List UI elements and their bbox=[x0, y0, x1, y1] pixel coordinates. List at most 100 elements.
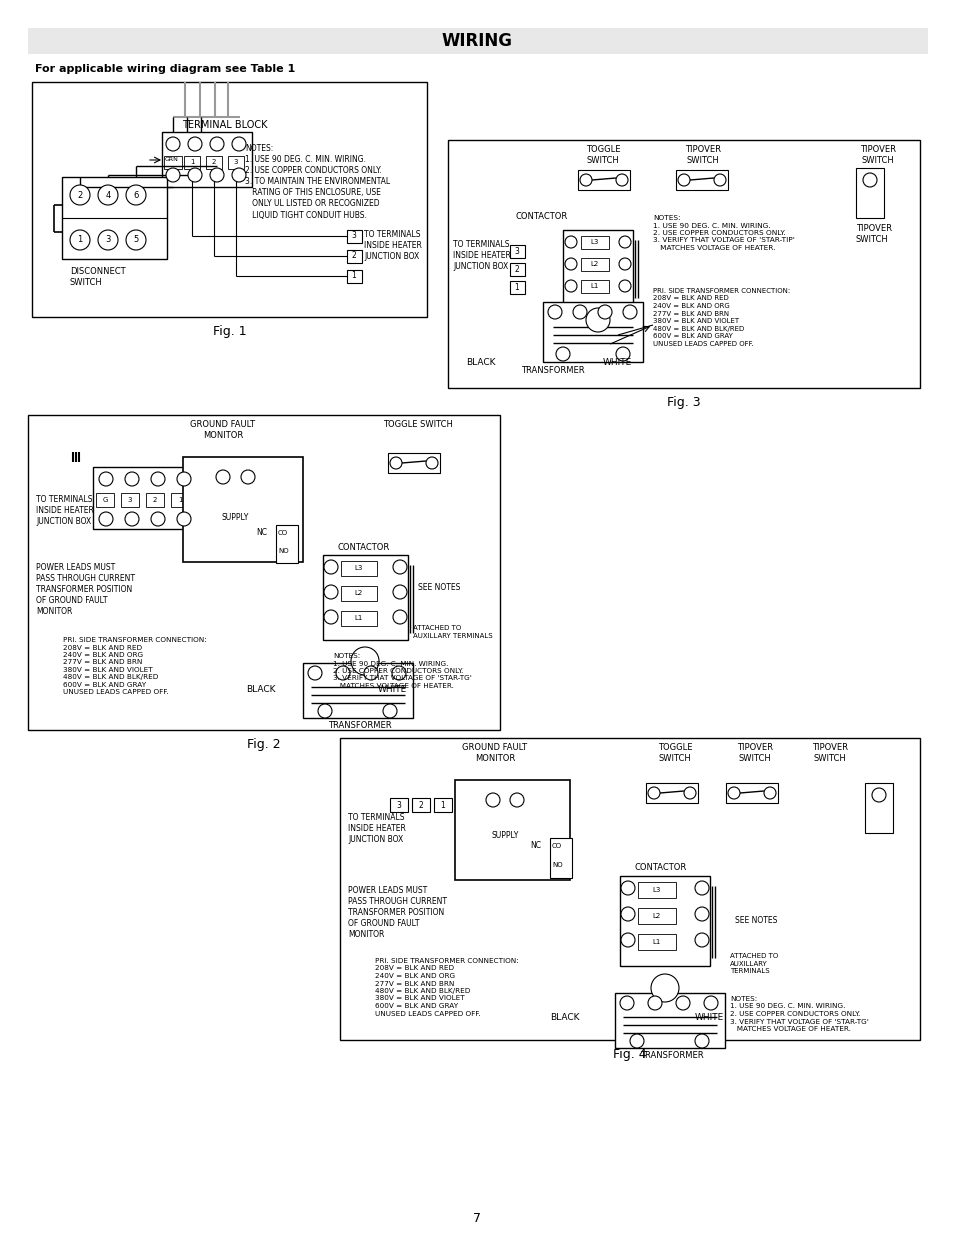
Text: GROUND FAULT
MONITOR: GROUND FAULT MONITOR bbox=[191, 420, 255, 440]
Text: 1: 1 bbox=[514, 283, 518, 291]
Circle shape bbox=[151, 513, 165, 526]
Bar bbox=[121, 493, 139, 508]
Circle shape bbox=[324, 610, 337, 624]
Circle shape bbox=[598, 305, 612, 319]
Circle shape bbox=[210, 168, 224, 182]
Bar bbox=[615, 993, 724, 1049]
Text: 2: 2 bbox=[212, 159, 216, 165]
Text: 1: 1 bbox=[440, 800, 445, 809]
Text: NC: NC bbox=[530, 841, 540, 850]
Circle shape bbox=[98, 230, 118, 249]
Circle shape bbox=[620, 932, 635, 947]
Circle shape bbox=[620, 906, 635, 921]
Circle shape bbox=[151, 472, 165, 487]
Circle shape bbox=[618, 258, 630, 270]
Bar bbox=[855, 168, 883, 219]
Text: TIPOVER
SWITCH: TIPOVER SWITCH bbox=[737, 743, 772, 763]
Circle shape bbox=[210, 137, 224, 151]
Bar bbox=[206, 156, 222, 169]
Bar bbox=[725, 783, 778, 803]
Bar bbox=[542, 303, 642, 362]
Text: 3: 3 bbox=[514, 247, 518, 256]
Circle shape bbox=[564, 258, 577, 270]
Text: TIPOVER
SWITCH: TIPOVER SWITCH bbox=[684, 144, 720, 165]
Text: L3: L3 bbox=[355, 564, 363, 571]
Bar bbox=[340, 611, 376, 626]
Text: L2: L2 bbox=[590, 261, 598, 267]
Text: BLACK: BLACK bbox=[465, 358, 495, 367]
Circle shape bbox=[70, 185, 90, 205]
Bar bbox=[510, 282, 524, 294]
Bar bbox=[580, 258, 608, 270]
Text: CONTACTOR: CONTACTOR bbox=[516, 212, 568, 221]
Bar bbox=[619, 876, 709, 966]
Text: 2: 2 bbox=[514, 264, 518, 273]
Text: TOGGLE SWITCH: TOGGLE SWITCH bbox=[383, 420, 453, 429]
Text: 3: 3 bbox=[233, 159, 238, 165]
Circle shape bbox=[232, 168, 246, 182]
Text: TRANSFORMER: TRANSFORMER bbox=[328, 721, 392, 730]
Text: PRI. SIDE TRANSFORMER CONNECTION:
208V = BLK AND RED
240V = BLK AND ORG
277V = B: PRI. SIDE TRANSFORMER CONNECTION: 208V =… bbox=[652, 288, 789, 347]
Circle shape bbox=[99, 513, 112, 526]
Bar bbox=[340, 585, 376, 601]
Text: CONTACTOR: CONTACTOR bbox=[337, 543, 390, 552]
Circle shape bbox=[335, 666, 350, 680]
Circle shape bbox=[629, 1034, 643, 1049]
Text: 3: 3 bbox=[128, 496, 132, 503]
Bar bbox=[92, 467, 198, 529]
Bar bbox=[340, 561, 376, 576]
Bar bbox=[28, 415, 499, 730]
Text: WHITE: WHITE bbox=[695, 1013, 723, 1023]
Text: L1: L1 bbox=[355, 615, 363, 621]
Bar bbox=[275, 525, 297, 563]
Text: 1: 1 bbox=[177, 496, 182, 503]
Circle shape bbox=[579, 174, 592, 186]
Text: GRN: GRN bbox=[165, 157, 178, 162]
Text: DISCONNECT
SWITCH: DISCONNECT SWITCH bbox=[70, 267, 126, 287]
Bar bbox=[228, 156, 244, 169]
Text: 5: 5 bbox=[133, 236, 138, 245]
Circle shape bbox=[650, 974, 679, 1002]
Circle shape bbox=[510, 793, 523, 806]
Text: L3: L3 bbox=[590, 240, 598, 245]
Circle shape bbox=[393, 610, 407, 624]
Bar bbox=[676, 170, 727, 190]
Circle shape bbox=[683, 787, 696, 799]
Circle shape bbox=[647, 787, 659, 799]
Bar bbox=[864, 783, 892, 832]
Bar bbox=[146, 493, 164, 508]
Text: TRANSFORMER: TRANSFORMER bbox=[520, 366, 584, 375]
Text: PRI. SIDE TRANSFORMER CONNECTION:
208V = BLK AND RED
240V = BLK AND ORG
277V = B: PRI. SIDE TRANSFORMER CONNECTION: 208V =… bbox=[63, 637, 207, 695]
Circle shape bbox=[241, 471, 254, 484]
Circle shape bbox=[308, 666, 322, 680]
Text: NOTES:
1. USE 90 DEG. C. MIN. WIRING.
2. USE COPPER CONDUCTORS ONLY.
3. TO MAINT: NOTES: 1. USE 90 DEG. C. MIN. WIRING. 2.… bbox=[245, 144, 390, 220]
Circle shape bbox=[564, 280, 577, 291]
Text: ATTACHED TO
AUXILLARY
TERMINALS: ATTACHED TO AUXILLARY TERMINALS bbox=[729, 953, 778, 974]
Bar bbox=[638, 934, 676, 950]
Text: 7: 7 bbox=[473, 1212, 480, 1224]
Text: L1: L1 bbox=[652, 939, 660, 945]
Text: TO TERMINALS
INSIDE HEATER
JUNCTION BOX: TO TERMINALS INSIDE HEATER JUNCTION BOX bbox=[36, 495, 93, 526]
Circle shape bbox=[676, 995, 689, 1010]
Bar bbox=[434, 798, 452, 811]
Bar bbox=[479, 790, 530, 869]
Circle shape bbox=[763, 787, 775, 799]
Circle shape bbox=[585, 308, 609, 332]
Bar bbox=[208, 467, 263, 552]
Circle shape bbox=[622, 305, 637, 319]
Text: TIPOVER
SWITCH: TIPOVER SWITCH bbox=[855, 224, 891, 245]
Bar bbox=[96, 493, 113, 508]
Circle shape bbox=[126, 185, 146, 205]
Text: 1: 1 bbox=[352, 272, 356, 280]
Circle shape bbox=[98, 185, 118, 205]
Text: WIRING: WIRING bbox=[441, 32, 512, 49]
Text: 3: 3 bbox=[105, 236, 111, 245]
Circle shape bbox=[70, 230, 90, 249]
Circle shape bbox=[564, 236, 577, 248]
Bar bbox=[578, 170, 629, 190]
Circle shape bbox=[324, 585, 337, 599]
Text: SEE NOTES: SEE NOTES bbox=[734, 916, 777, 925]
Bar bbox=[638, 882, 676, 898]
Circle shape bbox=[317, 704, 332, 718]
Circle shape bbox=[703, 995, 718, 1010]
